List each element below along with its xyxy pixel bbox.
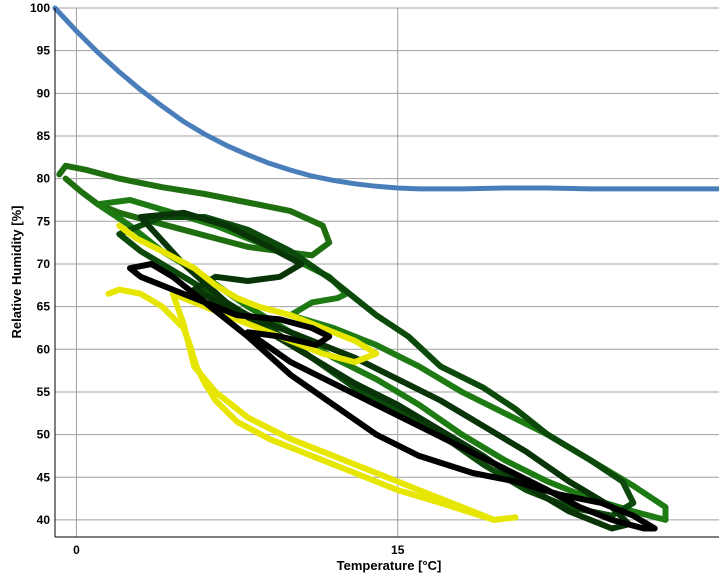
y-tick-label: 90 [37,86,51,100]
y-axis-title: Relative Humidity [%] [9,206,24,339]
y-tick-label: 70 [37,257,51,271]
y-tick-label: 95 [37,44,51,58]
x-tick-label: 0 [73,543,80,557]
y-tick-label: 80 [37,172,51,186]
y-tick-label: 40 [37,513,51,527]
grid [55,7,719,537]
y-tick-label: 75 [37,214,51,228]
series-line-1 [56,162,333,259]
y-tick-label: 65 [37,300,51,314]
series-line-6 [105,286,519,523]
y-tick-label: 85 [37,129,51,143]
y-tick-label: 60 [37,342,51,356]
x-axis-title: Temperature [°C] [337,558,442,573]
series-line-4 [137,209,632,532]
y-tick-label: 45 [37,470,51,484]
tick-labels: 40 45 50 55 60 65 70 75 80 85 90 95 100 0 15 [30,1,405,557]
x-tick-label: 15 [391,543,405,557]
y-tick-label: 55 [37,385,51,399]
y-tick-label: 50 [37,428,51,442]
y-tick-label: 100 [30,1,50,15]
axes [54,8,719,538]
series-group [52,5,719,532]
series-line-7 [127,261,658,532]
series-line-0 [52,5,719,192]
